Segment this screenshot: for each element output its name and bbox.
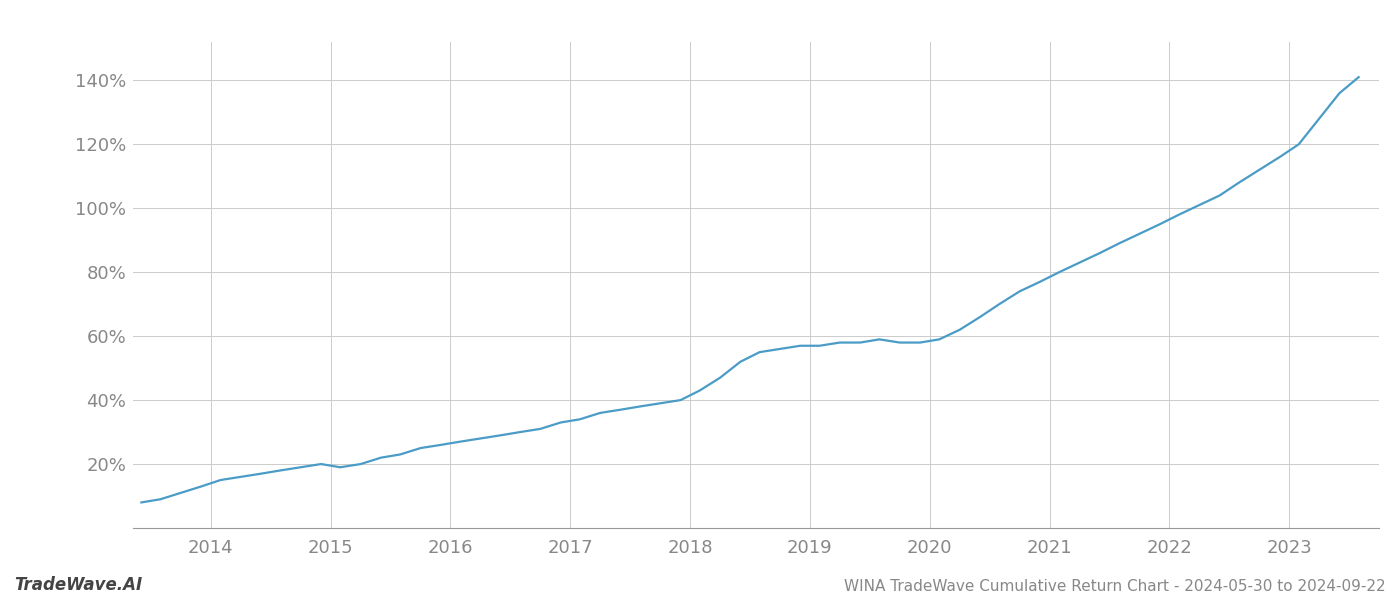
Text: TradeWave.AI: TradeWave.AI	[14, 576, 143, 594]
Text: WINA TradeWave Cumulative Return Chart - 2024-05-30 to 2024-09-22: WINA TradeWave Cumulative Return Chart -…	[844, 579, 1386, 594]
